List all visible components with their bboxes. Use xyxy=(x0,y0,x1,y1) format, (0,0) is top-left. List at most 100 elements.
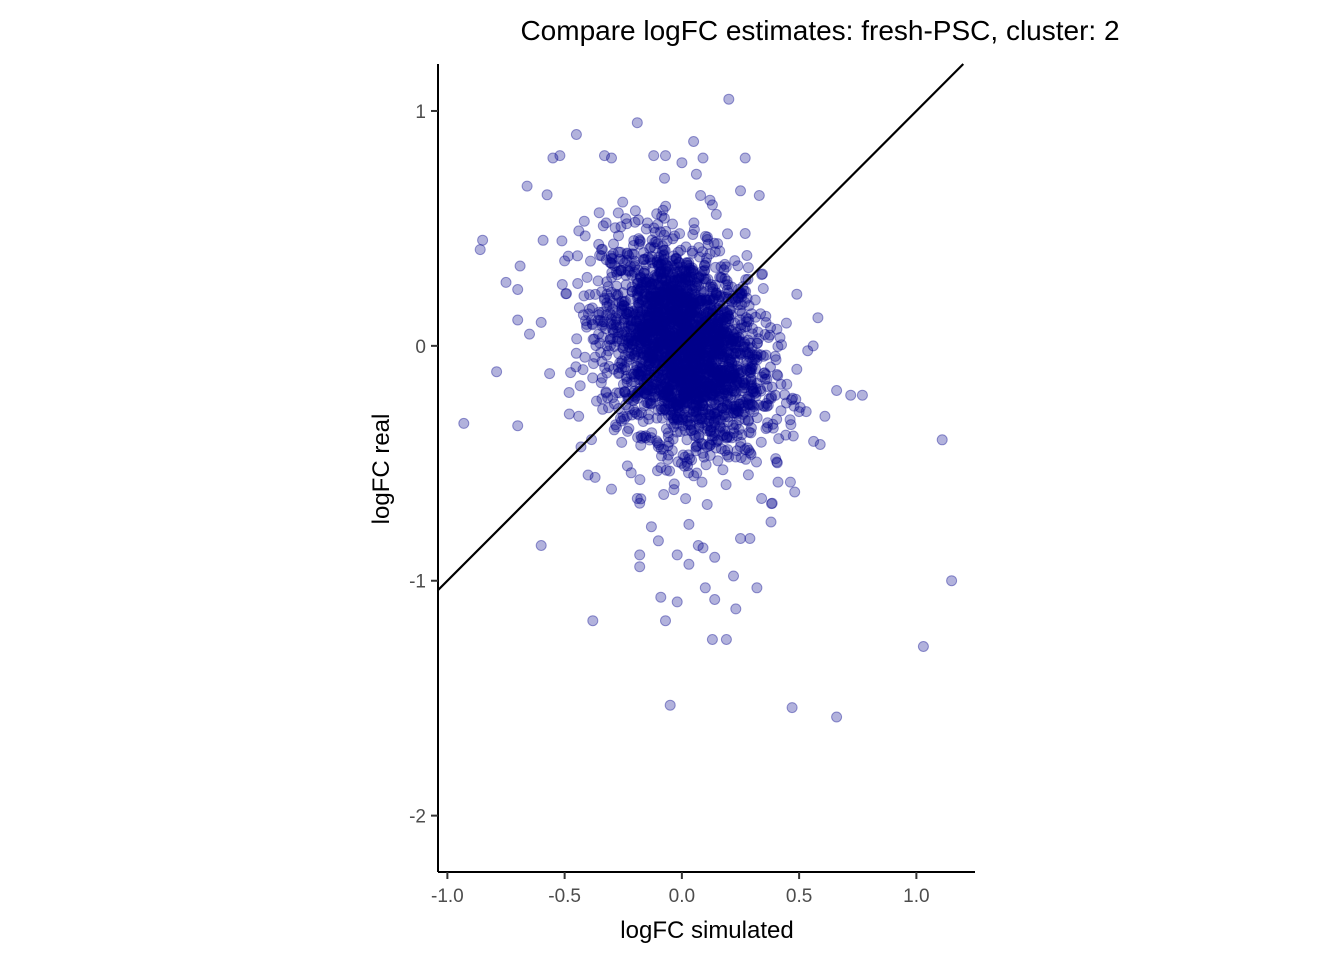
data-point xyxy=(766,498,777,510)
data-point xyxy=(692,354,704,366)
data-point xyxy=(660,423,672,435)
data-point xyxy=(666,369,678,381)
data-point xyxy=(653,384,665,396)
data-point xyxy=(705,410,717,422)
data-point xyxy=(662,397,674,409)
data-point xyxy=(791,363,803,375)
data-point xyxy=(655,336,667,348)
data-point xyxy=(705,349,717,361)
data-point xyxy=(756,371,768,383)
data-point xyxy=(589,288,601,300)
data-point xyxy=(771,456,783,468)
data-point xyxy=(669,371,681,383)
data-point xyxy=(639,330,651,342)
data-point xyxy=(681,358,693,369)
data-point xyxy=(608,398,620,410)
data-point xyxy=(613,368,625,380)
data-point xyxy=(750,382,762,394)
data-point xyxy=(584,289,596,301)
data-point xyxy=(671,297,682,309)
data-point xyxy=(735,367,747,379)
data-point xyxy=(686,398,698,410)
data-point xyxy=(707,283,719,295)
data-point xyxy=(683,368,695,380)
data-point xyxy=(676,266,688,278)
data-point xyxy=(631,284,643,296)
data-point xyxy=(672,456,684,468)
data-point xyxy=(692,311,704,323)
data-point xyxy=(671,284,683,296)
data-point xyxy=(636,320,647,331)
data-point xyxy=(651,324,663,336)
data-point xyxy=(636,335,648,347)
data-point xyxy=(670,300,682,312)
data-point xyxy=(668,286,680,298)
data-point xyxy=(682,310,694,322)
data-point xyxy=(711,376,723,388)
data-point xyxy=(633,385,645,397)
data-point xyxy=(659,244,671,256)
data-point xyxy=(635,337,647,349)
data-point xyxy=(683,352,695,364)
data-point xyxy=(712,313,724,325)
data-point xyxy=(665,293,677,304)
data-point xyxy=(663,350,675,362)
data-point xyxy=(683,330,695,342)
data-point xyxy=(677,313,689,325)
data-point xyxy=(721,333,733,345)
data-point xyxy=(651,272,663,284)
data-point xyxy=(726,372,738,383)
data-point xyxy=(704,439,716,451)
data-point xyxy=(731,327,743,339)
data-point xyxy=(681,344,693,356)
data-point xyxy=(845,389,857,401)
data-point xyxy=(649,295,661,307)
data-point xyxy=(639,336,651,348)
data-point xyxy=(665,409,677,421)
data-point xyxy=(640,223,652,235)
data-point xyxy=(720,279,732,291)
data-point xyxy=(677,261,689,273)
data-point xyxy=(735,533,746,544)
data-point xyxy=(648,322,660,334)
data-point xyxy=(613,348,625,360)
data-point xyxy=(608,324,619,335)
data-point xyxy=(692,393,704,405)
data-point xyxy=(646,257,658,269)
data-point xyxy=(742,262,754,274)
data-point xyxy=(730,419,742,431)
data-point xyxy=(676,325,688,336)
data-point xyxy=(689,306,701,318)
data-point xyxy=(742,415,754,427)
data-point xyxy=(667,313,679,325)
data-point xyxy=(671,549,683,561)
data-point xyxy=(724,398,736,410)
data-point xyxy=(687,229,699,240)
data-point xyxy=(653,319,665,331)
data-point xyxy=(686,342,698,354)
data-point xyxy=(633,368,645,380)
data-point xyxy=(700,350,712,362)
data-point xyxy=(641,320,653,332)
data-point xyxy=(681,386,693,398)
data-point xyxy=(684,315,696,327)
data-point xyxy=(651,301,663,313)
data-point xyxy=(693,320,705,332)
data-point xyxy=(714,414,726,426)
data-point xyxy=(656,315,668,327)
data-point xyxy=(646,234,658,246)
data-point xyxy=(635,357,647,369)
data-point xyxy=(735,349,747,361)
data-point xyxy=(741,442,753,454)
data-point xyxy=(665,379,677,391)
data-point xyxy=(668,364,680,376)
data-point xyxy=(722,308,734,320)
data-point xyxy=(697,340,708,352)
data-point xyxy=(710,304,722,316)
data-point xyxy=(661,279,673,291)
data-point xyxy=(630,315,642,327)
data-point xyxy=(681,343,693,355)
data-point xyxy=(725,333,736,345)
data-point xyxy=(630,328,642,340)
data-point xyxy=(606,152,617,164)
